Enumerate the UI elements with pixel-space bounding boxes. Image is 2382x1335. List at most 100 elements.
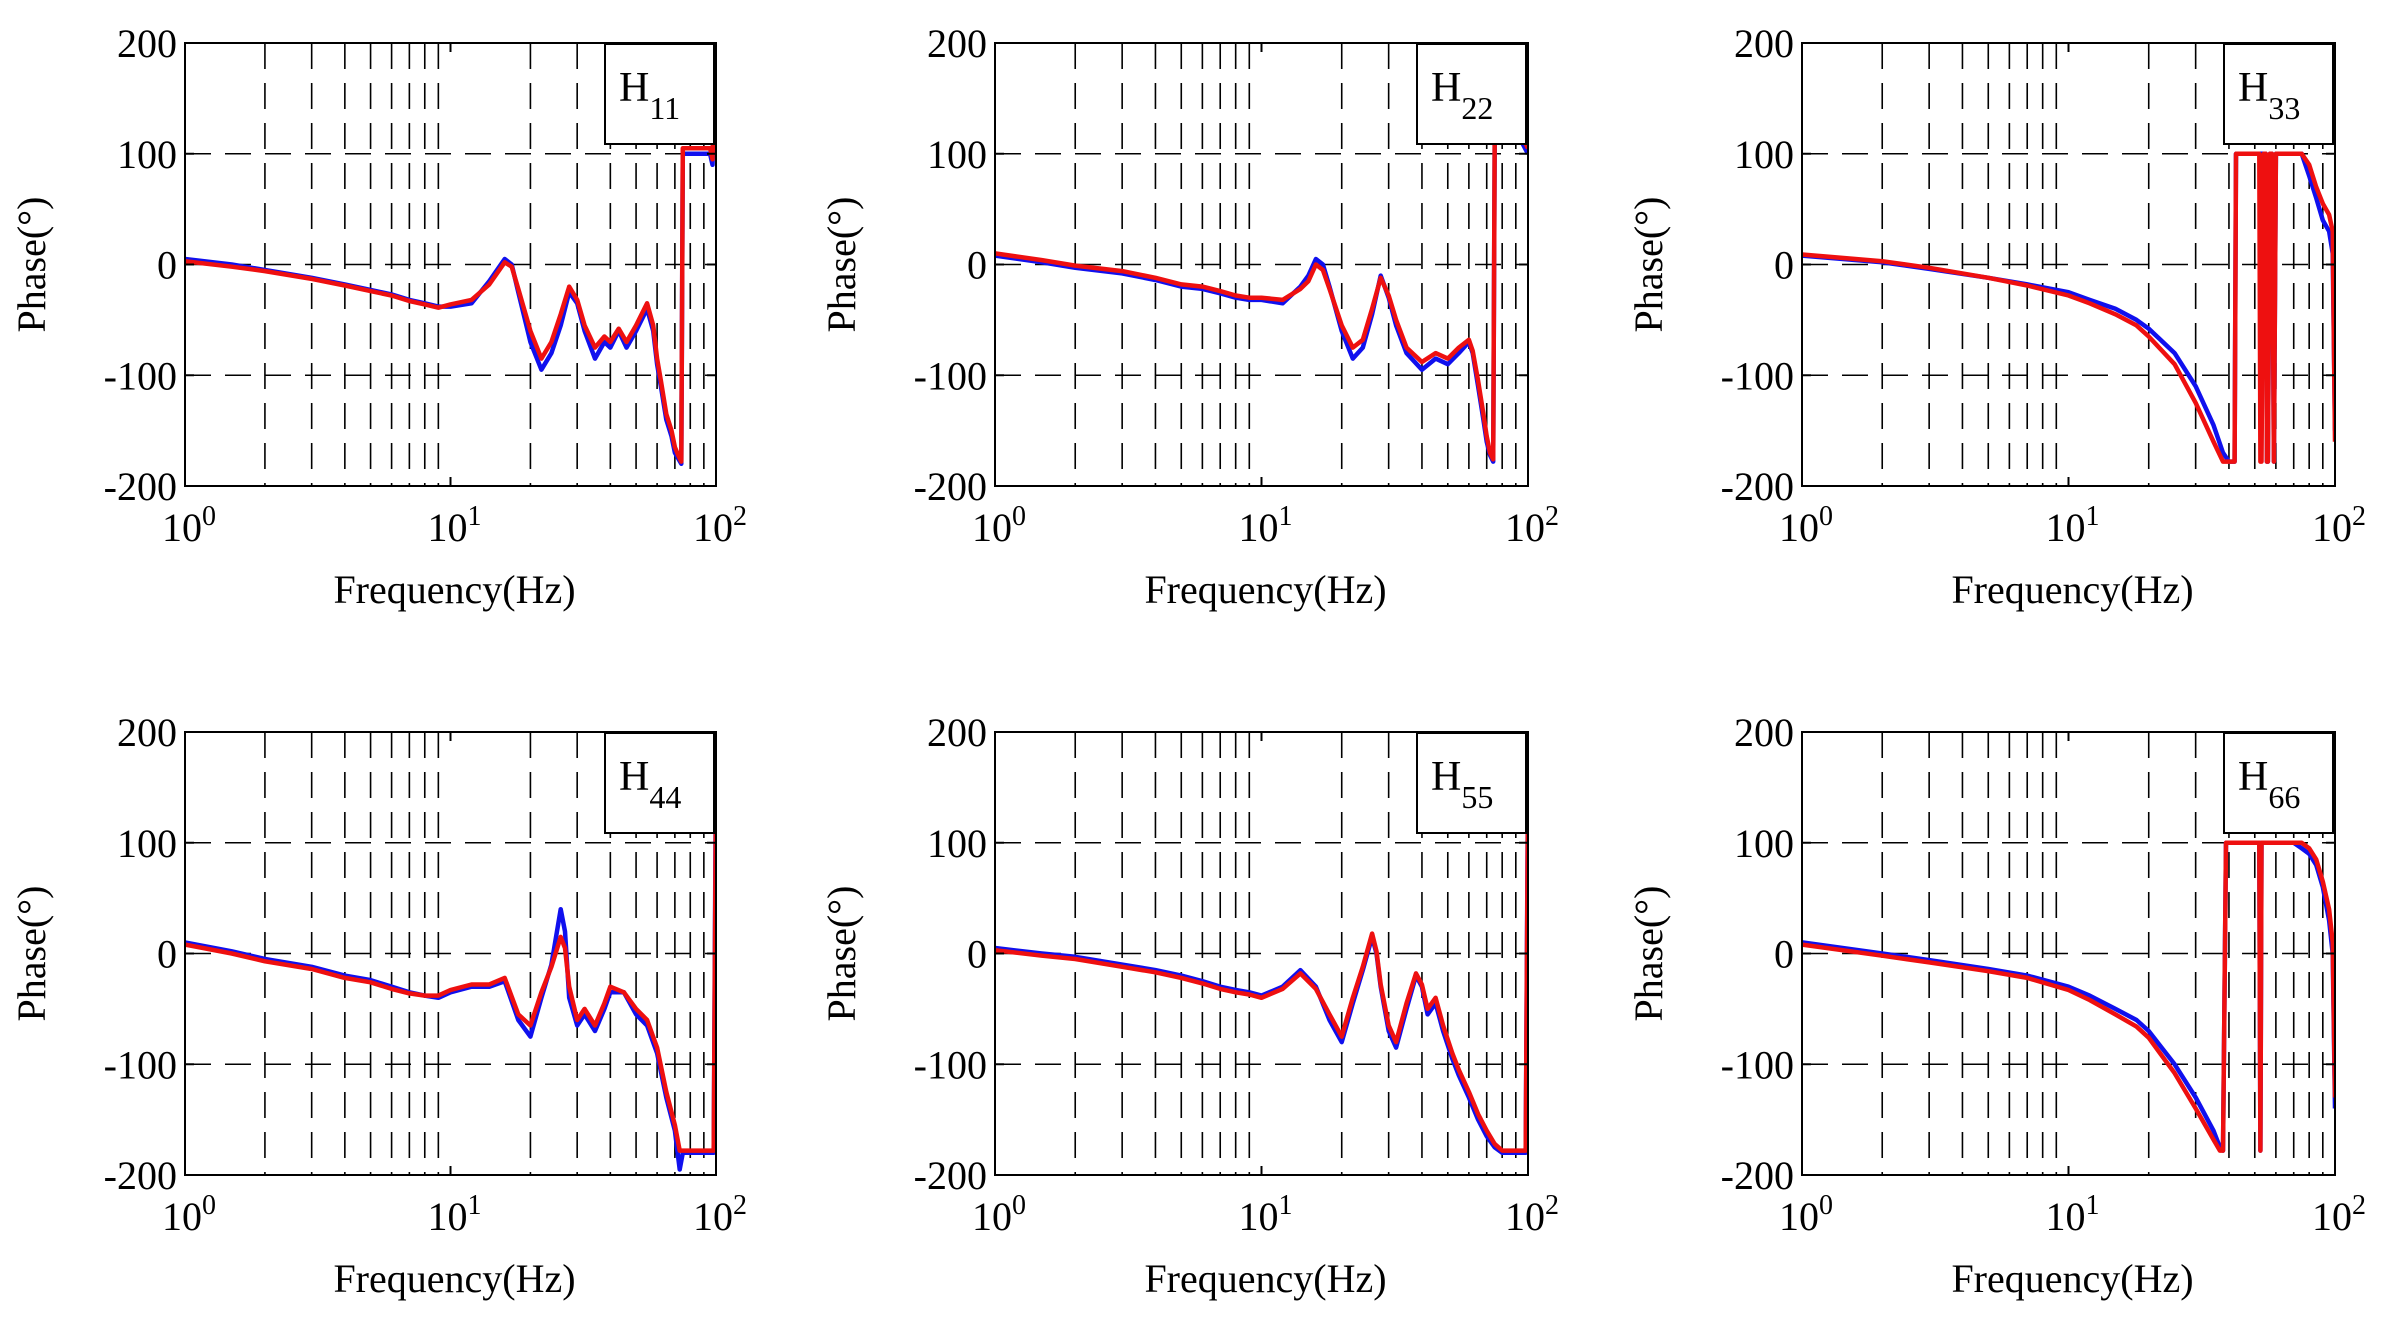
x-tick-exponent: 2 xyxy=(733,1190,747,1221)
x-tick-label: 101 xyxy=(428,501,482,550)
panel-label-box xyxy=(1416,43,1527,145)
series-group xyxy=(995,134,1528,464)
x-tick-label: 102 xyxy=(2312,501,2366,550)
tick-marks xyxy=(994,731,1529,1176)
y-tick-label: 100 xyxy=(117,821,177,866)
x-tick-exponent: 1 xyxy=(2086,1190,2100,1221)
x-tick-exponent: 0 xyxy=(1012,1190,1026,1221)
x-tick-exponent: 1 xyxy=(2086,501,2100,532)
panel-label-main: H xyxy=(1431,65,1461,111)
y-tick-label: 0 xyxy=(967,932,987,977)
panel-label-box xyxy=(1416,732,1527,834)
panel-label: H22 xyxy=(1431,65,1493,126)
panel-label-subscript: 33 xyxy=(2268,90,2300,126)
y-tick-label: -200 xyxy=(1721,1153,1794,1198)
x-tick-base: 10 xyxy=(1239,1194,1279,1239)
y-tick-label: 0 xyxy=(1774,243,1794,288)
panel-label: H55 xyxy=(1431,754,1493,815)
x-tick-base: 10 xyxy=(972,505,1012,550)
y-tick-label: 100 xyxy=(1734,132,1794,177)
y-tick-label: -100 xyxy=(104,1042,177,1087)
x-tick-base: 10 xyxy=(2312,1194,2352,1239)
y-tick-label: -100 xyxy=(914,1042,987,1087)
panel-label-main: H xyxy=(2238,754,2268,800)
x-tick-exponent: 0 xyxy=(202,501,216,532)
x-tick-base: 10 xyxy=(428,1194,468,1239)
y-axis-label: Phase(°) xyxy=(9,197,54,333)
panel-label: H44 xyxy=(619,754,681,815)
x-tick-label: 100 xyxy=(1779,501,1833,550)
x-tick-exponent: 0 xyxy=(202,1190,216,1221)
x-tick-base: 10 xyxy=(428,505,468,550)
panel-label-main: H xyxy=(1431,754,1461,800)
panel-label: H66 xyxy=(2238,754,2300,815)
x-tick-base: 10 xyxy=(972,1194,1012,1239)
panel-label-box xyxy=(2223,732,2334,834)
x-tick-label: 102 xyxy=(693,1190,747,1239)
x-tick-label: 100 xyxy=(972,501,1026,550)
y-axis-label: Phase(°) xyxy=(9,886,54,1022)
x-tick-exponent: 1 xyxy=(468,1190,482,1221)
series-group xyxy=(995,776,1528,1156)
x-axis-label: Frequency(Hz) xyxy=(1951,1256,2193,1301)
tick-marks xyxy=(1801,731,2336,1176)
panel-label: H11 xyxy=(619,65,680,126)
x-tick-label: 101 xyxy=(428,1190,482,1239)
series-group xyxy=(1802,840,2335,1153)
panel-label: H33 xyxy=(2238,65,2300,126)
y-tick-label: -100 xyxy=(104,353,177,398)
series-line-red xyxy=(995,798,1528,1153)
y-tick-label: 0 xyxy=(157,243,177,288)
y-tick-label: 0 xyxy=(157,932,177,977)
y-tick-label: -100 xyxy=(1721,353,1794,398)
x-tick-label: 100 xyxy=(162,501,216,550)
y-axis-label: Phase(°) xyxy=(1626,886,1671,1022)
x-tick-base: 10 xyxy=(1505,505,1545,550)
x-tick-base: 10 xyxy=(1779,505,1819,550)
x-tick-base: 10 xyxy=(2046,1194,2086,1239)
x-tick-exponent: 2 xyxy=(1545,501,1559,532)
y-tick-label: 0 xyxy=(1774,932,1794,977)
panel-label-main: H xyxy=(2238,65,2268,111)
y-tick-label: 100 xyxy=(927,821,987,866)
x-tick-base: 10 xyxy=(162,505,202,550)
y-tick-label: -200 xyxy=(1721,464,1794,509)
x-tick-exponent: 2 xyxy=(2352,501,2366,532)
y-tick-label: 200 xyxy=(1734,710,1794,755)
x-tick-exponent: 2 xyxy=(2352,1190,2366,1221)
series-line-red xyxy=(1802,840,2335,1153)
tick-marks xyxy=(994,42,1529,487)
x-tick-exponent: 2 xyxy=(733,501,747,532)
y-axis-label: Phase(°) xyxy=(1626,197,1671,333)
series-group xyxy=(185,107,716,467)
y-tick-label: 0 xyxy=(967,243,987,288)
x-tick-base: 10 xyxy=(2046,505,2086,550)
x-tick-exponent: 0 xyxy=(1819,1190,1833,1221)
y-axis-label: Phase(°) xyxy=(819,886,864,1022)
grid xyxy=(185,43,716,486)
panel-label-subscript: 22 xyxy=(1461,90,1493,126)
y-axis-label: Phase(°) xyxy=(819,197,864,333)
x-tick-label: 101 xyxy=(2046,501,2100,550)
series-group xyxy=(185,754,716,1172)
panel-label-main: H xyxy=(619,65,649,111)
y-tick-label: -100 xyxy=(1721,1042,1794,1087)
grid xyxy=(185,732,716,1175)
panel-label-box xyxy=(604,43,715,145)
panel-label-box xyxy=(2223,43,2334,145)
x-tick-exponent: 1 xyxy=(468,501,482,532)
x-tick-label: 102 xyxy=(2312,1190,2366,1239)
x-tick-label: 102 xyxy=(693,501,747,550)
x-tick-exponent: 0 xyxy=(1012,501,1026,532)
tick-marks xyxy=(184,731,717,1176)
y-tick-label: 200 xyxy=(927,710,987,755)
y-tick-label: 100 xyxy=(1734,821,1794,866)
y-tick-label: 100 xyxy=(927,132,987,177)
x-tick-label: 101 xyxy=(1239,1190,1293,1239)
y-tick-label: 200 xyxy=(117,21,177,66)
y-tick-label: -200 xyxy=(104,464,177,509)
